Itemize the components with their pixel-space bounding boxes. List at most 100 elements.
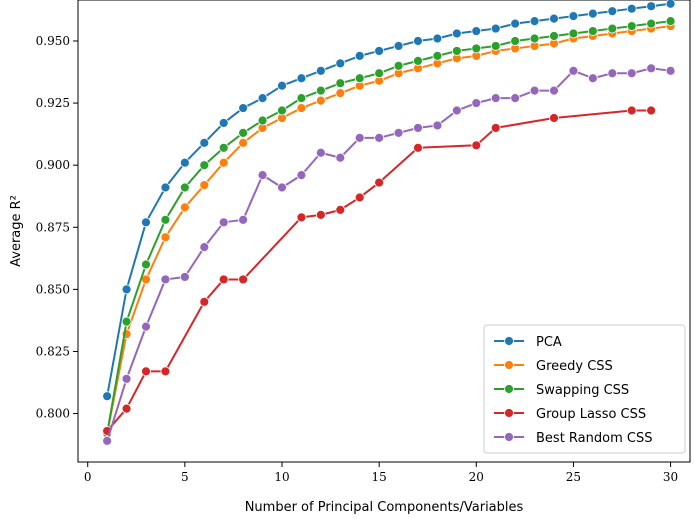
- data-point: [218, 274, 229, 285]
- data-point: [121, 373, 132, 384]
- data-point: [587, 8, 598, 19]
- data-point: [199, 180, 210, 190]
- data-point: [568, 11, 579, 22]
- data-point: [296, 212, 307, 223]
- data-point: [199, 296, 210, 307]
- data-point: [510, 36, 521, 46]
- data-point: [587, 26, 598, 36]
- data-point: [315, 209, 326, 220]
- data-point: [451, 105, 462, 116]
- data-point: [471, 98, 482, 108]
- data-point: [141, 217, 151, 228]
- data-point: [374, 132, 385, 143]
- data-point: [257, 93, 268, 104]
- data-point: [179, 272, 190, 282]
- data-point: [257, 115, 268, 126]
- data-point: [218, 217, 229, 228]
- data-point: [471, 140, 482, 151]
- legend-label: PCA: [536, 335, 562, 350]
- data-point: [490, 123, 501, 133]
- data-point: [568, 28, 579, 39]
- data-point: [607, 68, 618, 79]
- data-point: [179, 157, 190, 168]
- data-point: [432, 50, 443, 61]
- x-tick-label: 0: [84, 470, 92, 484]
- y-axis: 0.800 0.825 0.850 0.875 0.900 0.925 0.950: [36, 34, 78, 421]
- data-point: [646, 105, 657, 116]
- legend-swatch-marker: [504, 336, 514, 346]
- data-point: [238, 103, 249, 113]
- data-point: [490, 41, 501, 51]
- legend-item: Greedy CSS: [494, 359, 613, 374]
- data-point: [335, 78, 346, 89]
- data-point: [413, 55, 423, 66]
- data-point: [374, 68, 385, 79]
- legend-swatch-marker: [504, 360, 514, 370]
- data-point: [549, 31, 559, 41]
- data-point: [141, 321, 151, 332]
- legend: PCA Greedy CSS Swapping CSS Group Lasso CSS…: [483, 324, 686, 454]
- data-point: [296, 73, 307, 84]
- data-point: [413, 142, 423, 153]
- data-point: [529, 85, 540, 96]
- series-layer: [102, 0, 676, 446]
- data-point: [315, 85, 326, 96]
- data-point: [160, 182, 171, 193]
- x-tick-label: 5: [181, 470, 189, 484]
- data-point: [374, 46, 385, 56]
- data-point: [490, 93, 501, 104]
- data-point: [179, 182, 190, 193]
- data-point: [179, 202, 190, 213]
- data-point: [646, 18, 657, 29]
- data-point: [160, 274, 171, 285]
- data-point: [626, 68, 637, 79]
- data-point: [354, 132, 365, 143]
- legend-label: Swapping CSS: [536, 383, 629, 398]
- data-point: [451, 46, 462, 56]
- data-point: [549, 113, 559, 123]
- data-point: [393, 127, 404, 138]
- data-point: [529, 33, 540, 44]
- data-point: [160, 232, 171, 243]
- legend-item: PCA: [494, 335, 562, 350]
- data-point: [121, 316, 132, 327]
- data-point: [238, 214, 249, 225]
- data-point: [607, 6, 618, 17]
- data-point: [354, 50, 365, 61]
- y-tick-label: 0.850: [36, 282, 70, 296]
- data-point: [315, 147, 326, 158]
- y-axis-label: Average R²: [9, 195, 24, 267]
- data-point: [296, 103, 307, 113]
- data-point: [218, 118, 229, 128]
- data-point: [413, 36, 423, 46]
- data-point: [510, 18, 521, 29]
- data-point: [413, 123, 423, 133]
- series-group-lasso-css: [102, 105, 657, 436]
- data-point: [160, 366, 171, 377]
- data-point: [607, 23, 618, 34]
- data-point: [432, 120, 443, 131]
- data-point: [238, 127, 249, 138]
- y-tick-label: 0.800: [36, 407, 70, 421]
- data-point: [568, 65, 579, 76]
- data-point: [626, 105, 637, 116]
- data-point: [471, 26, 482, 36]
- data-point: [238, 137, 249, 148]
- x-tick-label: 10: [274, 470, 289, 484]
- data-point: [374, 177, 385, 188]
- y-tick-label: 0.875: [36, 220, 70, 234]
- x-axis-label: Number of Principal Components/Variables: [245, 500, 524, 515]
- legend-swatch-marker: [504, 408, 514, 418]
- y-tick-label: 0.925: [36, 96, 70, 110]
- data-point: [277, 182, 287, 193]
- legend-box: [483, 324, 686, 454]
- data-point: [277, 105, 287, 116]
- legend-item: Group Lasso CSS: [494, 407, 646, 422]
- data-point: [160, 214, 171, 225]
- data-point: [393, 60, 404, 71]
- x-axis: 0 5 10 15 20 25 30: [84, 462, 678, 484]
- x-tick-label: 30: [663, 470, 678, 484]
- data-point: [335, 88, 346, 99]
- data-point: [102, 435, 113, 446]
- data-point: [646, 63, 657, 74]
